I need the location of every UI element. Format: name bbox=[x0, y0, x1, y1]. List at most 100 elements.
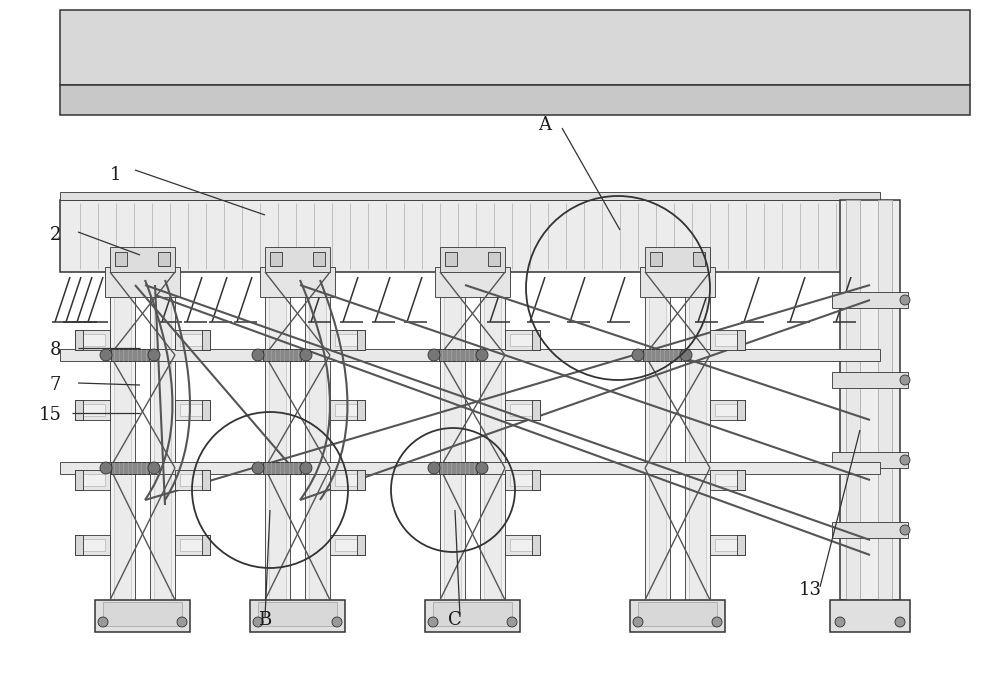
Polygon shape bbox=[60, 85, 970, 115]
Bar bbox=[357, 400, 365, 420]
Bar bbox=[440, 272, 465, 600]
Bar bbox=[444, 272, 461, 600]
Circle shape bbox=[507, 617, 517, 627]
Bar bbox=[710, 400, 745, 420]
Bar bbox=[505, 400, 540, 420]
Bar bbox=[693, 252, 705, 266]
Bar bbox=[75, 535, 110, 555]
Bar bbox=[445, 252, 457, 266]
Polygon shape bbox=[60, 192, 880, 200]
Bar bbox=[649, 272, 666, 600]
Bar bbox=[330, 400, 365, 420]
Bar bbox=[645, 247, 710, 272]
Bar bbox=[114, 272, 131, 600]
Bar bbox=[737, 470, 745, 490]
Bar bbox=[480, 272, 505, 600]
Circle shape bbox=[428, 617, 438, 627]
Bar bbox=[270, 252, 282, 266]
Circle shape bbox=[632, 349, 644, 361]
Bar bbox=[80, 539, 105, 551]
Bar bbox=[484, 272, 501, 600]
Text: A: A bbox=[538, 116, 552, 134]
Bar bbox=[258, 602, 337, 626]
Bar bbox=[80, 334, 105, 346]
Circle shape bbox=[895, 617, 905, 627]
Circle shape bbox=[900, 455, 910, 465]
Bar bbox=[305, 272, 330, 600]
Circle shape bbox=[100, 462, 112, 474]
Bar bbox=[269, 272, 286, 600]
Bar bbox=[335, 539, 360, 551]
Bar bbox=[737, 535, 745, 555]
Bar bbox=[532, 535, 540, 555]
Bar bbox=[202, 330, 210, 350]
Bar bbox=[265, 272, 290, 600]
Bar bbox=[175, 400, 210, 420]
Bar bbox=[202, 400, 210, 420]
Bar bbox=[330, 330, 365, 350]
Bar bbox=[435, 267, 510, 297]
Bar bbox=[715, 539, 740, 551]
Bar bbox=[433, 602, 512, 626]
Bar bbox=[357, 330, 365, 350]
Bar bbox=[357, 535, 365, 555]
Bar bbox=[532, 470, 540, 490]
Bar bbox=[532, 400, 540, 420]
Bar bbox=[180, 539, 205, 551]
Bar bbox=[832, 452, 908, 468]
Bar bbox=[846, 200, 860, 600]
Bar bbox=[95, 600, 190, 632]
Circle shape bbox=[712, 617, 722, 627]
Text: 2: 2 bbox=[49, 226, 61, 244]
Bar bbox=[103, 602, 182, 626]
Bar bbox=[313, 252, 325, 266]
Bar bbox=[180, 334, 205, 346]
Bar bbox=[335, 474, 360, 486]
Bar bbox=[510, 474, 535, 486]
Bar bbox=[832, 292, 908, 308]
Bar bbox=[75, 470, 110, 490]
Bar bbox=[202, 470, 210, 490]
Bar bbox=[80, 404, 105, 416]
Bar bbox=[111, 349, 149, 361]
Bar bbox=[645, 272, 670, 600]
Bar bbox=[638, 602, 717, 626]
Bar bbox=[510, 539, 535, 551]
Circle shape bbox=[476, 462, 488, 474]
Bar bbox=[685, 272, 710, 600]
Circle shape bbox=[835, 617, 845, 627]
Bar bbox=[425, 600, 520, 632]
Bar bbox=[832, 522, 908, 538]
Circle shape bbox=[428, 462, 440, 474]
Bar bbox=[335, 404, 360, 416]
Bar bbox=[830, 600, 910, 632]
Bar bbox=[630, 600, 725, 632]
Bar bbox=[175, 470, 210, 490]
Bar bbox=[75, 330, 110, 350]
Circle shape bbox=[680, 349, 692, 361]
Circle shape bbox=[148, 462, 160, 474]
Bar bbox=[263, 349, 301, 361]
Text: 8: 8 bbox=[49, 341, 61, 359]
Bar bbox=[440, 247, 505, 272]
Bar bbox=[75, 400, 110, 420]
Bar bbox=[60, 200, 880, 272]
Bar bbox=[689, 272, 706, 600]
Circle shape bbox=[148, 349, 160, 361]
Bar bbox=[110, 272, 135, 600]
Bar bbox=[75, 535, 83, 555]
Bar bbox=[505, 470, 540, 490]
Bar bbox=[260, 267, 335, 297]
Bar bbox=[650, 252, 662, 266]
Bar bbox=[263, 462, 301, 474]
Circle shape bbox=[252, 462, 264, 474]
Bar bbox=[643, 349, 681, 361]
Circle shape bbox=[332, 617, 342, 627]
Bar bbox=[715, 474, 740, 486]
Bar bbox=[60, 349, 880, 361]
Bar bbox=[175, 535, 210, 555]
Bar bbox=[175, 330, 210, 350]
Bar bbox=[330, 535, 365, 555]
Circle shape bbox=[100, 349, 112, 361]
Text: B: B bbox=[258, 611, 272, 629]
